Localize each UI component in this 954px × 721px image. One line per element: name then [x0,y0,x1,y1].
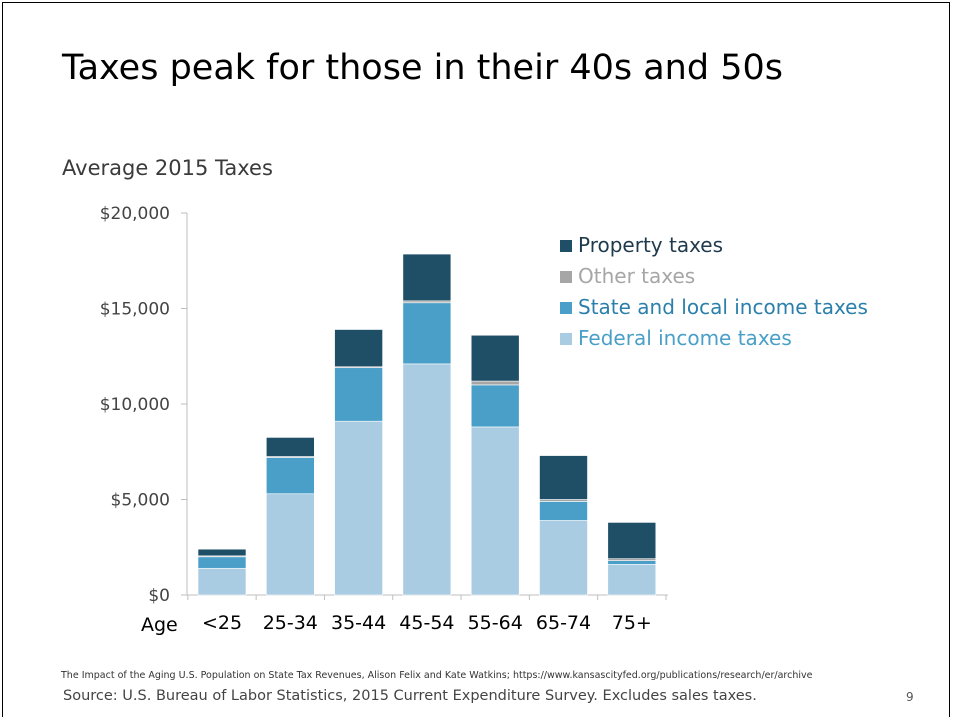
bar-segment [607,564,657,596]
legend-label: Property taxes [578,233,724,257]
x-category-label: 35-44 [331,612,386,634]
bar-segment [470,334,520,382]
bar-segment [607,560,657,565]
slide-title: Taxes peak for those in their 40s and 50… [62,48,783,88]
y-tick-label: $15,000 [100,300,170,320]
x-axis-label: Age [141,614,178,636]
bar-segment [402,302,452,365]
bar-segment [470,426,520,596]
bar-segment [334,329,383,368]
bar-segment [265,437,315,457]
bar-segment [265,457,315,495]
page-number: 9 [906,690,914,704]
x-category-label: 55-64 [468,612,523,634]
bar-segment [197,567,247,596]
x-category-label: <25 [202,612,242,634]
x-category-label: 75+ [612,612,652,634]
bar-segment [470,384,520,428]
bar-segment [197,548,247,557]
legend-item: Property taxes [560,230,868,261]
bar-segment [334,367,383,422]
y-tick-label: $5,000 [111,491,170,511]
legend-item: Other taxes [560,261,868,292]
legend-label: State and local income taxes [578,295,868,319]
chart-title: Average 2015 Taxes [62,156,273,180]
bar-segment [402,363,452,596]
bar-segment [539,501,588,521]
bar-segment [197,556,247,569]
legend-swatch [560,332,572,345]
y-tick-label: $10,000 [100,395,170,415]
legend-item: Federal income taxes [560,323,868,354]
legend-swatch [560,239,572,252]
x-category-label: 25-34 [263,612,318,634]
bar-segment [539,520,588,596]
bar-segment [470,380,520,386]
bar-segment [607,522,657,560]
x-category-label: 45-54 [399,612,454,634]
legend-swatch [560,301,572,314]
x-category-label: 65-74 [536,612,591,634]
bar-segment [334,420,383,596]
legend-swatch [560,270,572,283]
legend-item: State and local income taxes [560,292,868,323]
bar-segment [539,455,588,500]
y-tick-label: $20,000 [100,204,170,224]
y-tick-label: $0 [148,586,170,606]
chart-legend: Property taxes Other taxes State and local… [560,230,868,354]
citation-text: The Impact of the Aging U.S. Population … [61,670,813,681]
legend-label: Other taxes [578,264,696,288]
bar-segment [402,253,452,302]
bar-segment [265,493,315,596]
legend-label: Federal income taxes [578,326,792,350]
source-note: Source: U.S. Bureau of Labor Statistics,… [63,688,757,704]
